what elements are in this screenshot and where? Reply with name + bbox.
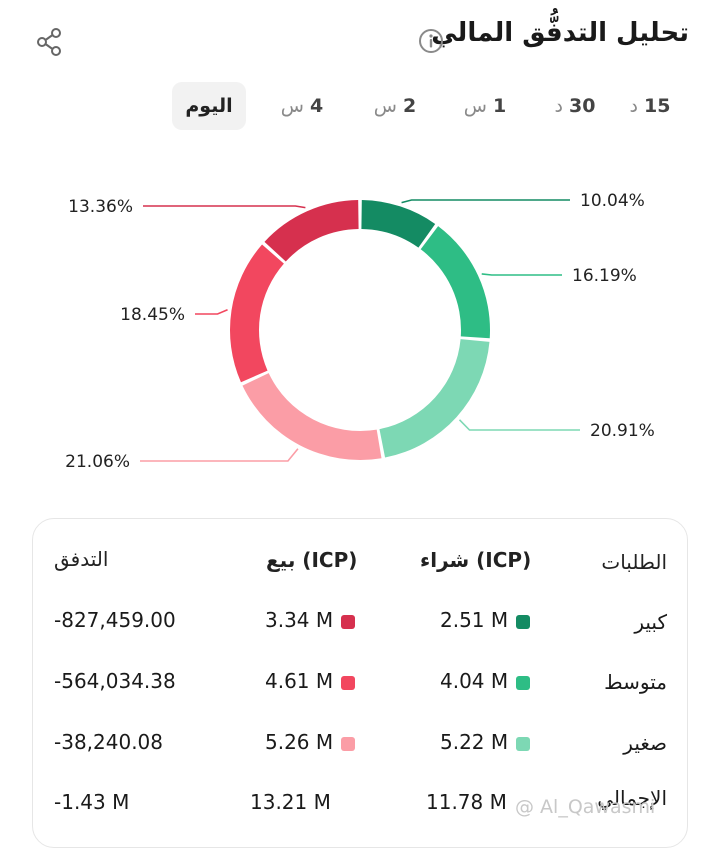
donut-slice-6[interactable]: [264, 200, 359, 262]
flow-donut-chart: 10.04% 16.19% 20.91% 21.06% 18.45% 13.36%: [65, 191, 655, 472]
sell-medium-swatch-icon: [341, 675, 356, 690]
flow-value-small: -38,240.08: [54, 730, 164, 754]
sell-small-swatch-icon: [341, 736, 356, 751]
watermark: @ Al_Qawasmi: [515, 796, 656, 818]
buy-value-large: 2.51 M: [440, 608, 531, 632]
donut-slice-2[interactable]: [420, 226, 490, 339]
donut-slice-1[interactable]: [361, 200, 436, 248]
row-label-large: كبير: [634, 610, 667, 634]
leader-line-5: [195, 308, 228, 315]
slice-label-5: 18.45%: [120, 305, 185, 325]
sell-value-small: 5.26 M: [265, 730, 356, 754]
tab-4h[interactable]: 4 س: [280, 95, 324, 117]
buy-large-swatch-icon: [516, 614, 531, 629]
buy-value-total: 11.78 M: [426, 790, 507, 814]
tab-today[interactable]: اليوم: [172, 82, 246, 130]
header-buy: شراء (ICP): [420, 548, 532, 572]
sell-value-large: 3.34 M: [265, 608, 356, 632]
sell-large-swatch-icon: [341, 614, 356, 629]
leader-line-4: [140, 448, 299, 462]
share-icon[interactable]: [34, 26, 66, 58]
tab-1h[interactable]: 1 س: [463, 95, 507, 117]
flow-value-medium: -564,034.38: [54, 669, 176, 693]
row-label-medium: متوسط: [604, 670, 667, 694]
donut-slice-4[interactable]: [242, 373, 382, 460]
page-title: تحليل التدفُّق المالي: [431, 18, 689, 48]
row-label-small: صغير: [623, 731, 667, 755]
sell-value-total: 13.21 M: [250, 790, 331, 814]
slice-label-6: 13.36%: [68, 197, 133, 217]
slice-label-3: 20.91%: [590, 421, 655, 441]
donut-slice-3[interactable]: [379, 339, 490, 458]
buy-medium-swatch-icon: [516, 675, 531, 690]
leader-line-6: [143, 205, 306, 209]
header-orders: الطلبات: [601, 550, 667, 574]
sell-value-medium: 4.61 M: [265, 669, 356, 693]
slice-label-2: 16.19%: [572, 266, 637, 286]
leader-line-2: [481, 273, 562, 276]
buy-small-swatch-icon: [516, 736, 531, 751]
slice-label-1: 10.04%: [580, 191, 645, 211]
buy-value-medium: 4.04 M: [440, 669, 531, 693]
buy-value-small: 5.22 M: [440, 730, 531, 754]
header-flow: التدفق: [54, 547, 109, 571]
tab-2h[interactable]: 2 س: [373, 95, 417, 117]
header-sell: بيع (ICP): [266, 548, 358, 572]
info-icon[interactable]: [418, 28, 444, 54]
tab-30m[interactable]: 30 د: [554, 95, 596, 117]
row-label-total: الإجمالي: [597, 786, 667, 810]
flow-value-total: -1.43 M: [54, 790, 130, 814]
leader-line-1: [401, 199, 570, 204]
flow-value-large: -827,459.00: [54, 608, 176, 632]
slice-label-4: 21.06%: [65, 452, 130, 472]
leader-line-3: [458, 419, 580, 431]
donut-slice-5[interactable]: [229, 244, 284, 383]
tab-15m[interactable]: 15 د: [629, 95, 671, 117]
